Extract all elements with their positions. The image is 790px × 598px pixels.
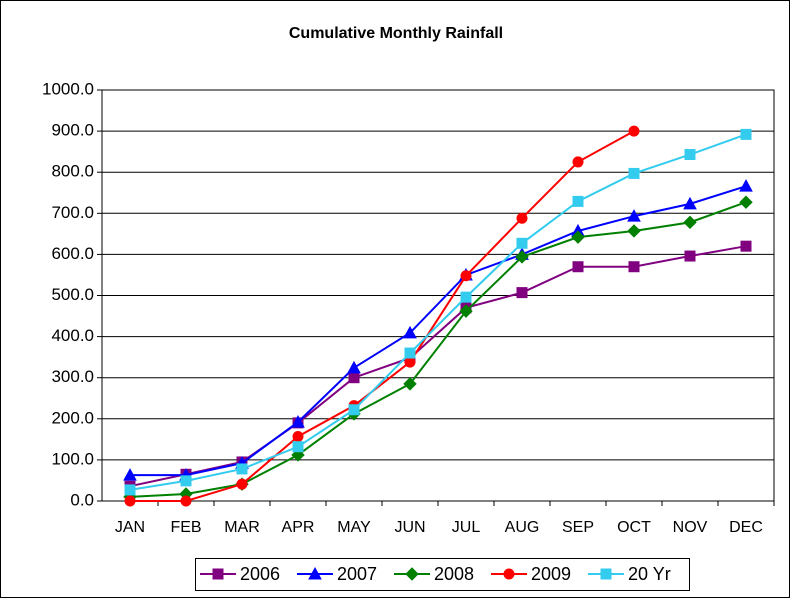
marker bbox=[124, 484, 136, 496]
marker bbox=[292, 430, 304, 442]
marker bbox=[683, 215, 697, 230]
marker bbox=[684, 149, 696, 161]
chart-title: Cumulative Monthly Rainfall bbox=[289, 25, 503, 42]
marker bbox=[740, 128, 752, 140]
marker bbox=[571, 230, 585, 244]
marker bbox=[404, 347, 416, 359]
x-tick-label: JUN bbox=[394, 519, 425, 536]
y-tick-label: 1000.0 bbox=[42, 79, 94, 98]
marker bbox=[627, 224, 641, 238]
marker bbox=[683, 196, 697, 210]
marker bbox=[503, 568, 515, 580]
x-tick-label: DEC bbox=[729, 519, 763, 536]
marker bbox=[123, 468, 137, 481]
marker bbox=[459, 304, 473, 318]
marker bbox=[627, 209, 641, 222]
marker bbox=[460, 291, 472, 303]
y-tick-label: 300.0 bbox=[51, 367, 94, 386]
x-tick-label: NOV bbox=[673, 519, 708, 536]
y-tick-label: 0.0 bbox=[70, 490, 94, 509]
marker bbox=[180, 495, 192, 507]
y-tick-label: 700.0 bbox=[51, 203, 94, 222]
marker bbox=[740, 240, 752, 252]
series-line bbox=[130, 185, 747, 477]
y-tick-label: 500.0 bbox=[51, 285, 94, 304]
marker bbox=[739, 179, 753, 192]
series-line bbox=[129, 245, 747, 488]
y-tick-label: 900.0 bbox=[51, 121, 94, 140]
marker bbox=[124, 495, 136, 507]
marker bbox=[572, 195, 584, 207]
marker bbox=[739, 195, 753, 209]
marker bbox=[348, 372, 360, 384]
marker bbox=[403, 325, 417, 339]
marker bbox=[600, 568, 612, 580]
marker bbox=[515, 250, 529, 264]
y-tick-label: 200.0 bbox=[51, 408, 94, 427]
marker bbox=[460, 270, 472, 282]
x-tick-label: FEB bbox=[170, 519, 201, 536]
legend-label: 2009 bbox=[531, 564, 571, 584]
y-tick-label: 600.0 bbox=[51, 244, 94, 263]
x-tick-label: OCT bbox=[617, 519, 651, 536]
marker bbox=[516, 287, 528, 299]
marker bbox=[628, 167, 640, 179]
legend-label: 2007 bbox=[337, 564, 377, 584]
x-tick-label: APR bbox=[282, 519, 315, 536]
marker bbox=[291, 415, 305, 428]
marker bbox=[308, 566, 322, 580]
series-line bbox=[130, 130, 635, 502]
legend-label: 2006 bbox=[240, 564, 280, 584]
marker bbox=[684, 250, 696, 262]
x-tick-label: MAR bbox=[224, 519, 260, 536]
series-line bbox=[129, 201, 747, 498]
marker bbox=[180, 475, 192, 487]
x-tick-label: JUL bbox=[452, 519, 481, 536]
legend-label: 20 Yr bbox=[628, 564, 671, 584]
marker bbox=[404, 356, 416, 368]
x-tick-label: SEP bbox=[562, 519, 594, 536]
marker bbox=[236, 463, 248, 475]
marker bbox=[405, 567, 419, 581]
marker bbox=[403, 377, 417, 391]
marker bbox=[516, 237, 528, 249]
marker bbox=[292, 441, 304, 453]
marker bbox=[572, 261, 584, 273]
marker bbox=[347, 360, 361, 374]
y-tick-label: 100.0 bbox=[51, 449, 94, 468]
x-tick-label: AUG bbox=[505, 519, 540, 536]
marker bbox=[236, 478, 248, 490]
x-tick-label: MAY bbox=[337, 519, 371, 536]
marker bbox=[212, 568, 224, 580]
marker bbox=[348, 404, 360, 416]
marker bbox=[628, 261, 640, 273]
marker bbox=[516, 212, 528, 224]
marker bbox=[628, 125, 640, 137]
marker bbox=[572, 156, 584, 168]
legend-label: 2008 bbox=[434, 564, 474, 584]
y-tick-label: 400.0 bbox=[51, 326, 94, 345]
y-tick-label: 800.0 bbox=[51, 162, 94, 181]
x-tick-label: JAN bbox=[115, 519, 145, 536]
series-line bbox=[129, 133, 747, 491]
